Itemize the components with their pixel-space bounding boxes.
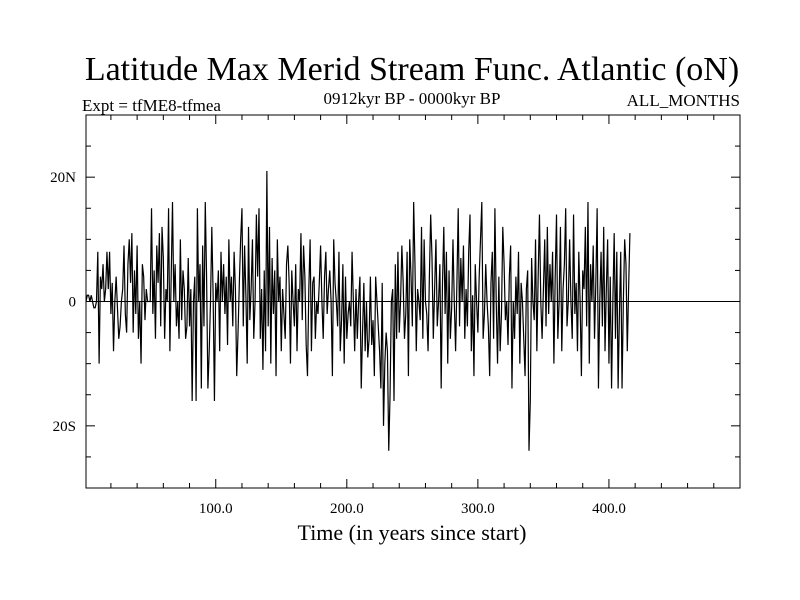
x-tick-label: 200.0	[330, 501, 364, 517]
chart-title: Latitude Max Merid Stream Func. Atlantic…	[85, 51, 739, 88]
x-axis-label: Time (in years since start)	[298, 520, 527, 545]
plot-area: 100.0 200.0 300.0 400.0 20S 0 20N	[50, 114, 741, 517]
series-line	[85, 170, 631, 451]
x-tick-label: 300.0	[461, 501, 495, 517]
y-tick-label: 20N	[50, 170, 76, 186]
subtitle-left: Expt = tfME8-tfmea	[82, 96, 221, 115]
y-tick-label: 0	[69, 295, 77, 311]
x-tick-label: 100.0	[199, 501, 233, 517]
subtitle-right: ALL_MONTHS	[627, 91, 740, 110]
x-tick-label: 400.0	[592, 501, 626, 517]
y-tick-label: 20S	[53, 419, 76, 435]
subtitle-center: 0912kyr BP - 0000kyr BP	[324, 89, 501, 108]
